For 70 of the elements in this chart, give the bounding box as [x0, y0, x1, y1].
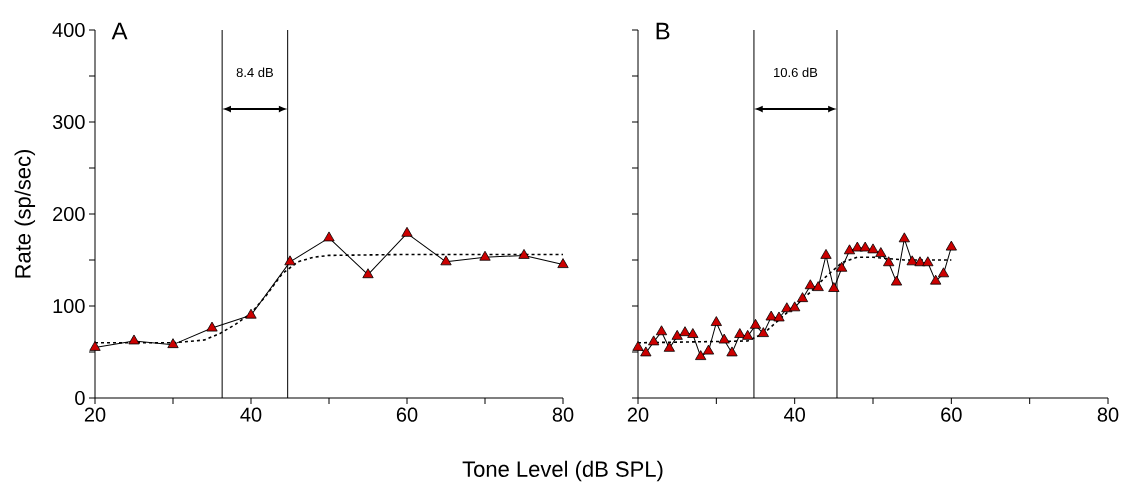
point — [323, 231, 335, 242]
point — [284, 255, 296, 266]
x-tick-label: 40 — [784, 407, 806, 422]
x-tick-label: 60 — [396, 407, 418, 422]
point — [663, 341, 675, 352]
point — [890, 275, 903, 286]
point — [518, 249, 530, 259]
x-tick-label: 80 — [1097, 407, 1119, 422]
point — [843, 244, 856, 255]
y-tick-label: 400 — [52, 22, 85, 38]
point — [757, 327, 769, 337]
point — [922, 256, 934, 267]
point — [440, 255, 452, 266]
y-tick-label: 0 — [75, 390, 85, 406]
point — [718, 333, 730, 344]
point — [655, 325, 668, 336]
point — [640, 346, 652, 357]
point — [648, 335, 660, 346]
x-axis-title: Tone Level (dB SPL) — [462, 460, 663, 482]
point — [812, 281, 824, 291]
x-tick-label: 20 — [627, 407, 649, 422]
point — [836, 261, 848, 272]
point — [632, 341, 644, 351]
chart-title: A — [111, 22, 128, 40]
point — [789, 301, 801, 312]
point — [742, 329, 754, 340]
y-axis-title: Rate (sp/sec) — [14, 149, 36, 278]
point — [930, 274, 942, 285]
point — [945, 240, 957, 251]
point — [773, 311, 785, 322]
annotation: 10.6 dB — [774, 67, 818, 78]
point — [937, 267, 950, 278]
point — [734, 328, 746, 338]
point — [867, 243, 879, 254]
point — [362, 268, 374, 279]
point — [875, 247, 887, 257]
point — [401, 226, 413, 237]
point — [695, 350, 707, 360]
point — [557, 258, 569, 268]
point — [479, 250, 491, 261]
point — [687, 328, 699, 338]
point — [710, 316, 722, 326]
chart-title: B — [656, 22, 670, 40]
point — [781, 302, 793, 313]
point — [898, 232, 910, 243]
x-tick-label: 20 — [84, 407, 106, 422]
point — [702, 344, 715, 355]
point — [859, 241, 871, 252]
point — [820, 249, 832, 259]
x-tick-label: 40 — [240, 407, 262, 422]
point — [167, 338, 179, 349]
point — [796, 292, 809, 303]
point — [89, 341, 101, 351]
y-tick-label: 200 — [53, 206, 85, 222]
point — [726, 346, 738, 357]
point — [245, 308, 257, 319]
point — [914, 256, 926, 267]
x-tick-label: 80 — [552, 407, 574, 422]
point — [128, 334, 140, 345]
point — [749, 318, 762, 329]
point — [804, 279, 816, 290]
point — [671, 329, 683, 340]
point — [679, 326, 691, 337]
y-tick-label: 100 — [53, 298, 85, 314]
x-tick-label: 60 — [941, 407, 962, 422]
point — [206, 321, 218, 332]
point — [883, 256, 895, 267]
point — [828, 282, 840, 292]
annotation: 8.4 dB — [236, 67, 273, 78]
y-tick-label: 300 — [52, 114, 85, 130]
